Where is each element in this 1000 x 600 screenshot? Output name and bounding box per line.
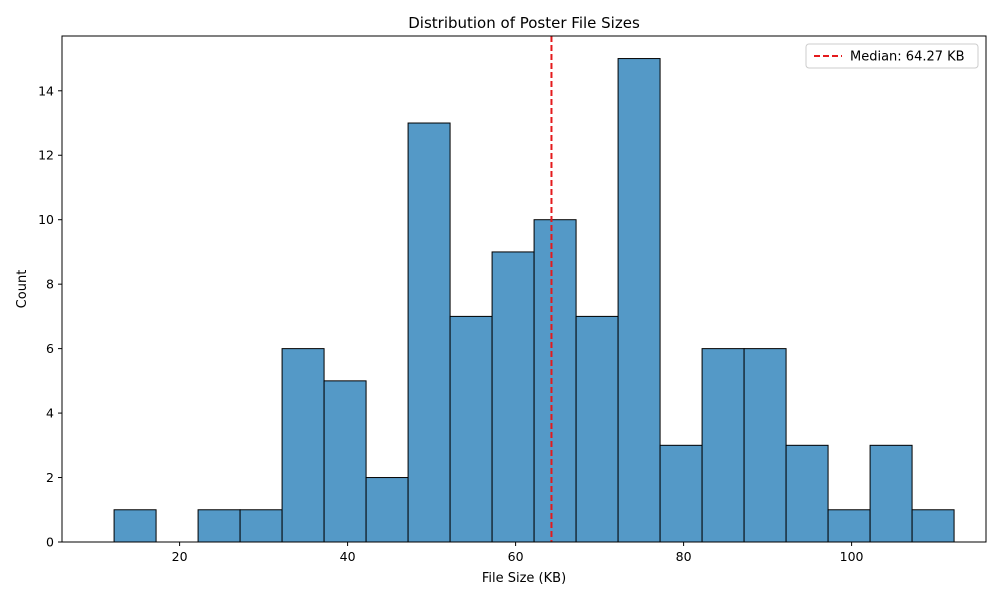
histogram-bar bbox=[869, 444, 913, 543]
y-tick-label: 4 bbox=[46, 406, 54, 421]
y-tick-label: 10 bbox=[38, 212, 54, 227]
histogram-bar bbox=[659, 444, 703, 543]
y-tick-label: 6 bbox=[46, 341, 54, 356]
bars-group bbox=[113, 58, 955, 543]
histogram-bar bbox=[281, 348, 325, 543]
x-axis-ticks: 20 40 60 80 100 bbox=[172, 542, 864, 564]
histogram-bar bbox=[827, 509, 871, 543]
histogram-bar bbox=[575, 315, 619, 543]
y-tick-label: 14 bbox=[38, 83, 54, 98]
histogram-bar bbox=[617, 58, 661, 543]
y-tick-label: 8 bbox=[46, 277, 54, 292]
histogram-bar bbox=[743, 348, 787, 543]
histogram-bar bbox=[449, 315, 493, 543]
y-tick-label: 0 bbox=[46, 535, 54, 550]
x-tick-label: 60 bbox=[508, 549, 524, 564]
y-axis-ticks: 0 2 4 6 8 10 12 14 bbox=[38, 83, 62, 550]
y-tick-label: 2 bbox=[46, 470, 54, 485]
x-axis-title: File Size (KB) bbox=[482, 571, 566, 586]
histogram-bar bbox=[533, 219, 577, 543]
histogram-bar bbox=[785, 444, 829, 543]
x-tick-label: 20 bbox=[172, 549, 188, 564]
histogram-bar bbox=[365, 477, 409, 543]
histogram-bar bbox=[911, 509, 955, 543]
y-tick-label: 12 bbox=[38, 148, 54, 163]
legend: Median: 64.27 KB bbox=[805, 43, 979, 69]
plot-frame bbox=[61, 35, 987, 543]
x-tick-label: 80 bbox=[676, 549, 692, 564]
histogram-bar bbox=[407, 122, 451, 543]
x-tick-label: 40 bbox=[340, 549, 356, 564]
legend-median-label: Median: 64.27 KB bbox=[850, 50, 965, 65]
histogram-bar bbox=[239, 509, 283, 543]
legend-box bbox=[805, 43, 979, 69]
histogram-bar bbox=[701, 348, 745, 543]
chart-title: Distribution of Poster File Sizes bbox=[408, 14, 640, 32]
histogram-bar bbox=[197, 509, 241, 543]
histogram-bar bbox=[323, 380, 367, 543]
y-axis-title: Count bbox=[15, 270, 30, 309]
x-tick-label: 100 bbox=[840, 549, 864, 564]
histogram-bar bbox=[491, 251, 535, 543]
histogram-bar bbox=[113, 509, 157, 543]
